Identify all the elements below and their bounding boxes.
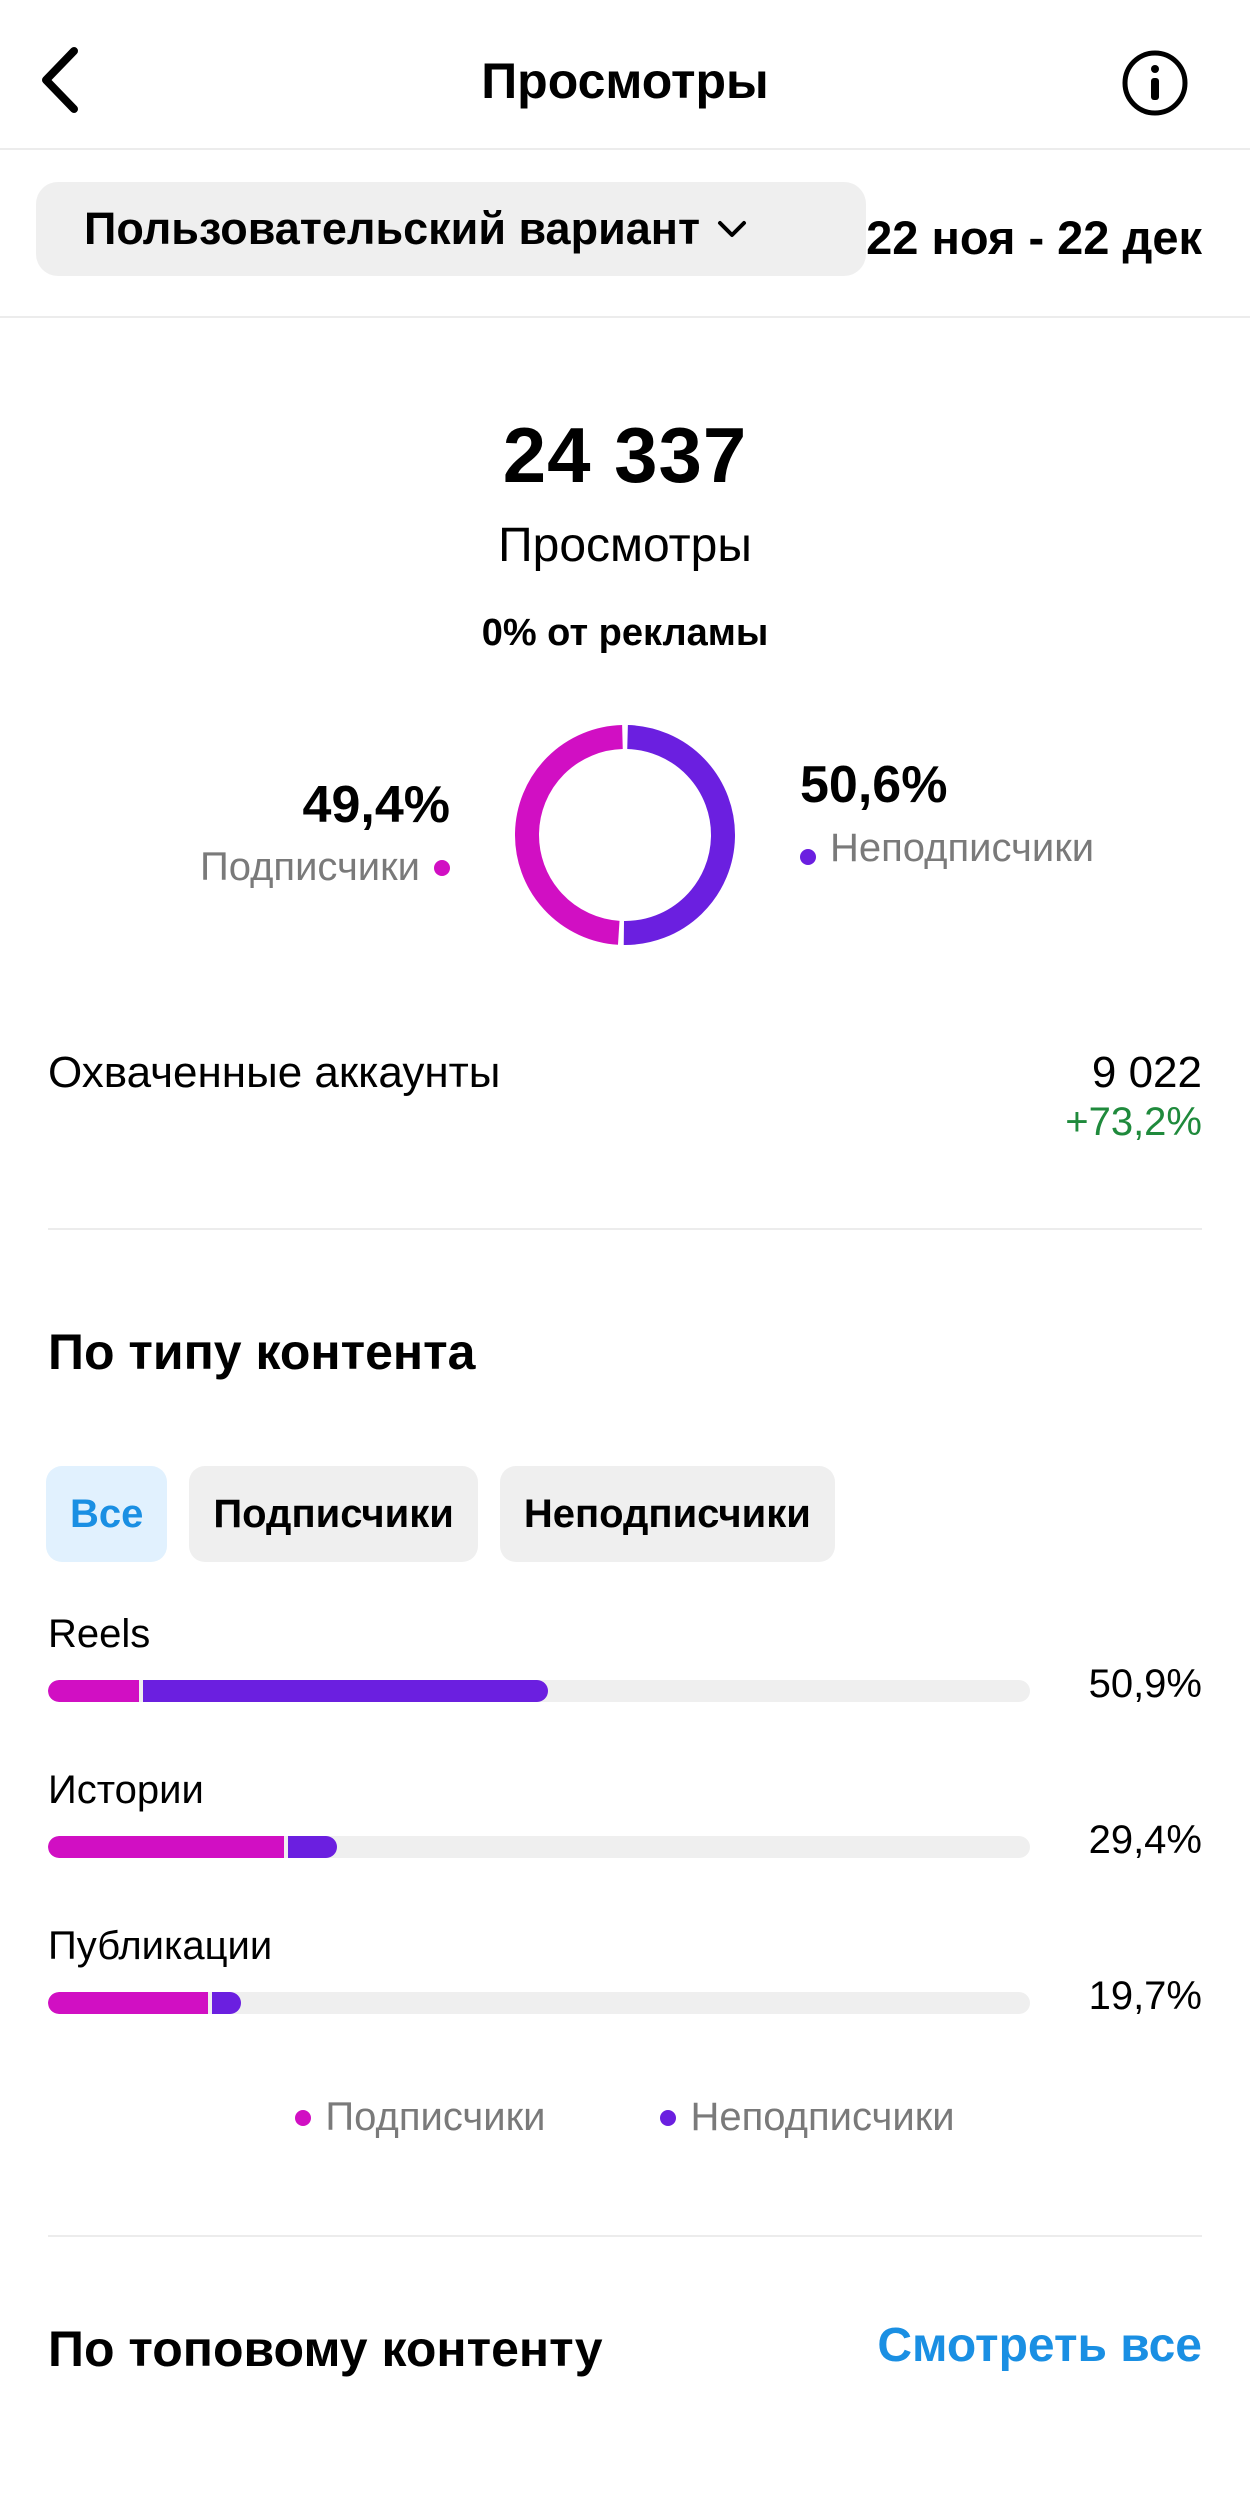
content-type-bar-track bbox=[48, 1992, 1030, 2014]
content-type-name: Reels bbox=[48, 1612, 151, 1656]
date-variant-dropdown[interactable]: Пользовательский вариант bbox=[36, 182, 866, 276]
date-range: 22 ноя - 22 дек bbox=[866, 211, 1202, 264]
tab-all[interactable]: Все bbox=[46, 1466, 168, 1562]
content-type-title: По типу контента bbox=[48, 1324, 476, 1380]
chevron-left-icon bbox=[42, 47, 78, 113]
non-followers-legend: 50,6% Неподписчики bbox=[800, 755, 1130, 873]
content-type-name: Истории bbox=[48, 1768, 204, 1812]
top-content-title: По топовому контенту bbox=[48, 2321, 603, 2377]
followers-label: Подписчики bbox=[199, 845, 420, 889]
accounts-reached-value: 9 022 bbox=[1091, 1048, 1202, 1097]
content-type-row-reels: Reels 50,9% bbox=[48, 1612, 1202, 1732]
accounts-reached-label: Охваченные аккаунты bbox=[48, 1048, 501, 1097]
non-followers-bar-segment bbox=[287, 1836, 337, 1858]
non-followers-percent: 50,6% bbox=[800, 756, 948, 814]
audience-donut-chart bbox=[515, 725, 735, 945]
content-type-percent: 29,4% bbox=[1088, 1818, 1202, 1862]
content-type-tabs: Все Подписчики Неподписчики bbox=[46, 1466, 835, 1562]
non-followers-label: Неподписчики bbox=[830, 826, 1095, 870]
see-all-link[interactable]: Смотреть все bbox=[877, 2319, 1202, 2372]
total-views-label: Просмотры bbox=[498, 519, 752, 572]
tab-followers[interactable]: Подписчики bbox=[189, 1466, 478, 1562]
non-followers-bar-segment bbox=[143, 1680, 548, 1702]
content-type-row-stories: Истории 29,4% bbox=[48, 1768, 1202, 1888]
donut-segment-non-followers bbox=[623, 725, 735, 945]
page-title: Просмотры bbox=[481, 53, 769, 109]
followers-bar-segment bbox=[48, 1836, 284, 1858]
content-type-bar-track bbox=[48, 1680, 1030, 1702]
info-icon bbox=[1122, 50, 1188, 116]
followers-dot bbox=[434, 859, 450, 876]
followers-legend: 49,4% Подписчики bbox=[120, 775, 450, 890]
ads-share: 0% от рекламы bbox=[481, 612, 769, 654]
followers-bar-segment bbox=[48, 1680, 140, 1702]
content-type-legend: Подписчики Неподписчики bbox=[0, 2095, 1250, 2140]
followers-percent: 49,4% bbox=[302, 776, 450, 834]
content-type-bar-track bbox=[48, 1836, 1030, 1858]
tab-non-followers[interactable]: Неподписчики bbox=[499, 1466, 835, 1562]
non-followers-dot bbox=[800, 849, 816, 865]
non-followers-dot bbox=[660, 2109, 677, 2126]
back-button[interactable] bbox=[30, 40, 90, 120]
content-type-percent: 50,9% bbox=[1088, 1662, 1202, 1706]
info-button[interactable] bbox=[1120, 48, 1190, 118]
accounts-reached-row[interactable]: Охваченные аккаунты 9 022 +73,2% bbox=[48, 1040, 1202, 1230]
donut-segment-followers bbox=[515, 725, 623, 945]
content-type-name: Публикации bbox=[48, 1924, 273, 1968]
section-divider bbox=[48, 2235, 1202, 2237]
non-followers-bar-segment bbox=[212, 1992, 242, 2014]
total-views-value: 24 337 bbox=[502, 411, 748, 499]
accounts-reached-change: +73,2% bbox=[1065, 1100, 1202, 1144]
content-type-row-posts: Публикации 19,7% bbox=[48, 1924, 1202, 2044]
content-type-percent: 19,7% bbox=[1088, 1974, 1202, 2018]
filter-row: Пользовательский вариант 22 ноя - 22 дек bbox=[0, 150, 1250, 318]
chevron-down-icon bbox=[717, 221, 746, 237]
followers-bar-segment bbox=[48, 1992, 209, 2014]
followers-dot bbox=[295, 2109, 312, 2126]
top-bar: Просмотры bbox=[0, 0, 1250, 150]
legend-followers-label: Подписчики bbox=[325, 2095, 546, 2139]
date-variant-label: Пользовательский вариант bbox=[84, 203, 700, 254]
legend-non-followers-label: Неподписчики bbox=[690, 2095, 955, 2139]
